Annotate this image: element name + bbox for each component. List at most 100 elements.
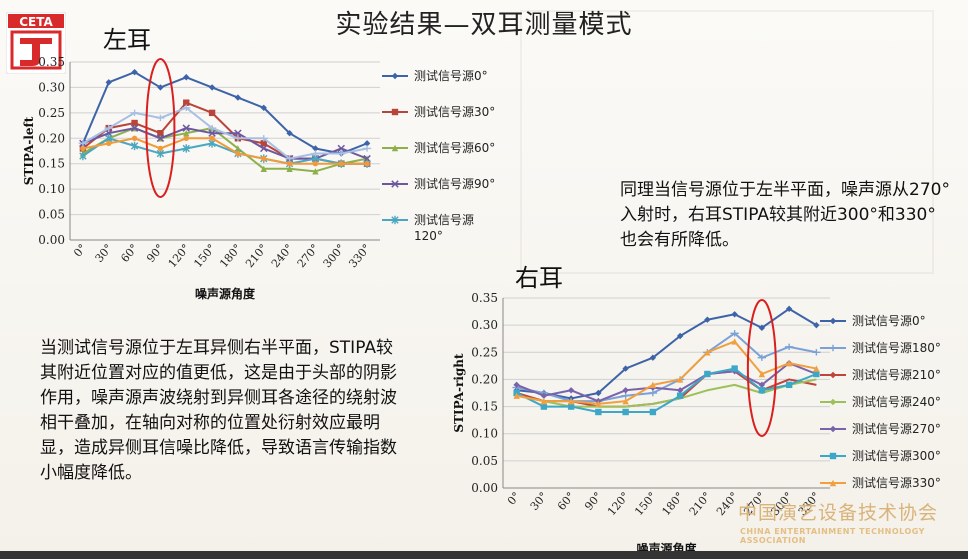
data-point xyxy=(364,161,370,167)
legend-label: 测试信号源210° xyxy=(852,367,941,382)
data-point xyxy=(286,165,293,172)
series-line xyxy=(516,367,817,413)
data-point xyxy=(285,155,294,162)
y-tick-label: 0.10 xyxy=(471,427,498,441)
data-point xyxy=(731,311,738,318)
y-tick-label: 0.05 xyxy=(38,208,65,222)
right-ear-label: 右耳 xyxy=(515,264,563,292)
data-point xyxy=(758,370,766,378)
logo-text: CETA xyxy=(19,15,53,29)
data-point xyxy=(813,365,820,372)
legend-marker xyxy=(391,108,399,116)
data-point xyxy=(649,408,657,416)
legend-marker xyxy=(829,371,837,379)
data-point xyxy=(704,316,711,323)
data-point xyxy=(312,161,319,167)
y-tick-label: 0.05 xyxy=(471,454,498,468)
y-tick-label: 0.25 xyxy=(471,345,498,359)
series-line xyxy=(516,307,817,400)
data-point xyxy=(130,124,139,132)
data-point xyxy=(813,370,820,378)
data-point xyxy=(730,330,739,337)
data-point xyxy=(260,104,267,111)
data-point xyxy=(261,155,267,162)
data-point xyxy=(157,84,164,91)
legend-label: 120° xyxy=(414,229,443,243)
data-point xyxy=(812,349,821,356)
data-point xyxy=(757,354,767,361)
legend-label: 测试信号源330° xyxy=(852,475,941,490)
legend-label: 测试信号源270° xyxy=(852,421,941,436)
data-point xyxy=(286,130,293,137)
data-point xyxy=(785,359,793,367)
slide-title: 实验结果—双耳测量模式 xyxy=(335,10,633,40)
y-tick-label: 0.20 xyxy=(471,372,498,386)
data-point xyxy=(208,84,216,91)
data-point xyxy=(311,150,320,157)
data-point xyxy=(78,140,88,147)
data-point xyxy=(130,109,139,117)
data-point xyxy=(183,74,190,81)
series-line xyxy=(82,106,368,160)
y-tick-label: 0.25 xyxy=(38,106,65,120)
data-point xyxy=(704,349,711,356)
data-point xyxy=(649,381,657,389)
data-point xyxy=(648,389,658,397)
watermark-chinese: 中国演艺设备技术协会 xyxy=(738,502,939,524)
y-tick-label: 0.30 xyxy=(471,318,498,332)
data-point xyxy=(209,135,215,141)
y-tick-label: 0.15 xyxy=(471,400,498,414)
x-tick-label: 60° xyxy=(555,490,577,513)
data-point xyxy=(183,99,190,106)
data-point xyxy=(622,365,629,372)
highlight-ellipse xyxy=(746,299,777,437)
data-point xyxy=(182,124,190,132)
y-axis-title: STIPA-left xyxy=(22,116,36,185)
data-point xyxy=(676,332,684,340)
legend-label: 测试信号源90° xyxy=(414,176,495,191)
data-point xyxy=(758,381,766,389)
data-point xyxy=(731,338,738,345)
data-point xyxy=(676,376,684,383)
data-point xyxy=(622,397,629,405)
data-point xyxy=(731,365,738,372)
data-point xyxy=(234,129,242,137)
data-point xyxy=(785,305,793,313)
data-point xyxy=(676,392,684,399)
data-point xyxy=(182,104,191,111)
legend-label: 测试信号源0° xyxy=(414,68,488,83)
series-line xyxy=(516,362,817,403)
legend-marker xyxy=(828,344,838,352)
data-point xyxy=(80,145,86,152)
x-axis-title: 噪声源角度 xyxy=(195,286,256,301)
series-line xyxy=(82,137,368,165)
data-point xyxy=(207,124,217,132)
data-point xyxy=(785,381,793,389)
data-point xyxy=(621,392,630,399)
data-point xyxy=(338,161,344,167)
y-axis-title: STIPA-right xyxy=(452,353,466,433)
series-line xyxy=(516,332,817,403)
series-line xyxy=(516,340,817,405)
data-point xyxy=(704,370,711,378)
data-point xyxy=(758,387,766,394)
y-tick-label: 0.15 xyxy=(38,157,65,171)
data-point xyxy=(363,140,371,147)
legend-marker xyxy=(391,72,399,80)
data-point xyxy=(286,161,293,167)
ceta-logo: CETA xyxy=(6,12,66,74)
bottom-bar xyxy=(0,551,968,559)
data-point xyxy=(106,140,112,147)
data-point xyxy=(208,129,216,137)
data-point xyxy=(312,145,319,152)
data-point xyxy=(676,387,684,394)
legend-label: 测试信号源 xyxy=(414,212,474,227)
data-point xyxy=(337,150,346,157)
data-point xyxy=(540,392,548,399)
data-point xyxy=(567,403,575,410)
legend-marker xyxy=(829,452,837,460)
data-point xyxy=(260,144,268,153)
x-tick-label: 120° xyxy=(605,490,632,519)
